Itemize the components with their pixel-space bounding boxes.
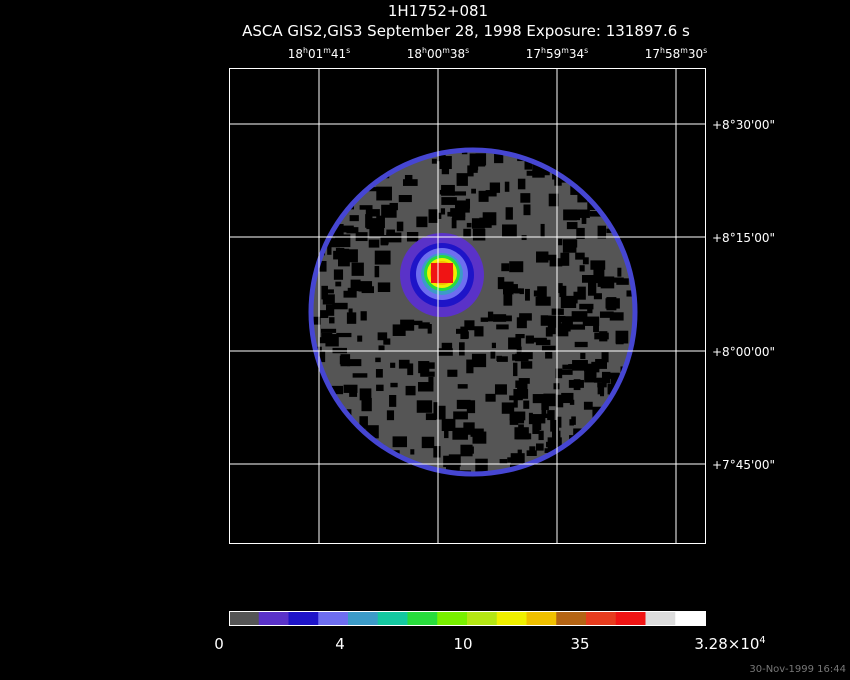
colorbar-label: 35: [570, 635, 589, 653]
superscript: m: [323, 46, 331, 55]
ra-label: 18h00m38s: [407, 46, 469, 61]
label-part: 30: [688, 47, 703, 61]
superscript: h: [660, 46, 665, 55]
label-part: 4: [335, 635, 345, 653]
colorbar-segment: [407, 611, 438, 625]
colorbar-label: 0: [214, 635, 224, 653]
colorbar-segment: [258, 611, 289, 625]
svg-text:4: 4: [335, 635, 345, 653]
colorbar-label: 4: [335, 635, 345, 653]
superscript: m: [442, 46, 450, 55]
dec-label: +7°45'00": [712, 458, 775, 472]
colorbar-label: 3.28×104: [694, 635, 765, 653]
superscript: s: [465, 46, 469, 55]
timestamp: 30-Nov-1999 16:44: [749, 664, 846, 675]
colorbar-segment: [467, 611, 498, 625]
detector-rim: [308, 147, 638, 477]
label-part: 01: [308, 47, 323, 61]
label-part: 58: [665, 47, 680, 61]
label-part: 18: [407, 47, 422, 61]
superscript: h: [422, 46, 427, 55]
superscript: m: [680, 46, 688, 55]
ra-label: 17h58m30s: [645, 46, 707, 61]
label-part: 18: [288, 47, 303, 61]
superscript: s: [346, 46, 350, 55]
colorbar-segment: [496, 611, 527, 625]
colorbar-segment: [437, 611, 468, 625]
dec-label: +8°00'00": [712, 345, 775, 359]
colorbar-segment: [288, 611, 319, 625]
ra-label: 17h59m34s: [526, 46, 588, 61]
x-ray-source: [400, 233, 484, 317]
svg-text:18h01m41s: 18h01m41s: [288, 46, 350, 61]
svg-text:10: 10: [453, 635, 472, 653]
coordinate-grid: [229, 68, 705, 543]
svg-text:35: 35: [570, 635, 589, 653]
colorbar-label: 10: [453, 635, 472, 653]
colorbar-segment: [318, 611, 349, 625]
dec-label: +8°30'00": [712, 118, 775, 132]
label-part: 41: [331, 47, 346, 61]
label-part: 34: [569, 47, 584, 61]
plot-frame: [229, 68, 706, 544]
colorbar-frame: [229, 611, 706, 626]
label-part: 17: [645, 47, 660, 61]
ra-label: 18h01m41s: [288, 46, 350, 61]
label-part: 38: [450, 47, 465, 61]
colorbar-segment: [586, 611, 617, 625]
colorbar-segment: [645, 611, 676, 625]
superscript: h: [303, 46, 308, 55]
superscript: m: [561, 46, 569, 55]
svg-text:3.28×104: 3.28×104: [694, 635, 765, 653]
label-part: 3.28×10: [694, 635, 759, 653]
superscript: 4: [759, 635, 765, 646]
colorbar-segment: [526, 611, 557, 625]
colorbar-segment: [377, 611, 408, 625]
label-part: 10: [453, 635, 472, 653]
svg-text:17h58m30s: 17h58m30s: [645, 46, 707, 61]
label-part: 35: [570, 635, 589, 653]
label-part: 59: [546, 47, 561, 61]
svg-text:0: 0: [214, 635, 224, 653]
subtitle: ASCA GIS2,GIS3 September 28, 1998 Exposu…: [242, 22, 690, 40]
superscript: s: [584, 46, 588, 55]
svg-text:18h00m38s: 18h00m38s: [407, 46, 469, 61]
colorbar-segment: [348, 611, 379, 625]
label-part: 0: [214, 635, 224, 653]
colorbar-segment: [229, 611, 260, 625]
title: 1H1752+081: [388, 2, 488, 20]
label-part: 17: [526, 47, 541, 61]
superscript: h: [541, 46, 546, 55]
colorbar-segment: [615, 611, 646, 625]
colorbar-segment: [675, 611, 706, 625]
superscript: s: [703, 46, 707, 55]
colorbar-segment: [556, 611, 587, 625]
svg-text:17h59m34s: 17h59m34s: [526, 46, 588, 61]
colorbar: [229, 611, 706, 626]
dec-label: +8°15'00": [712, 231, 775, 245]
label-part: 00: [427, 47, 442, 61]
